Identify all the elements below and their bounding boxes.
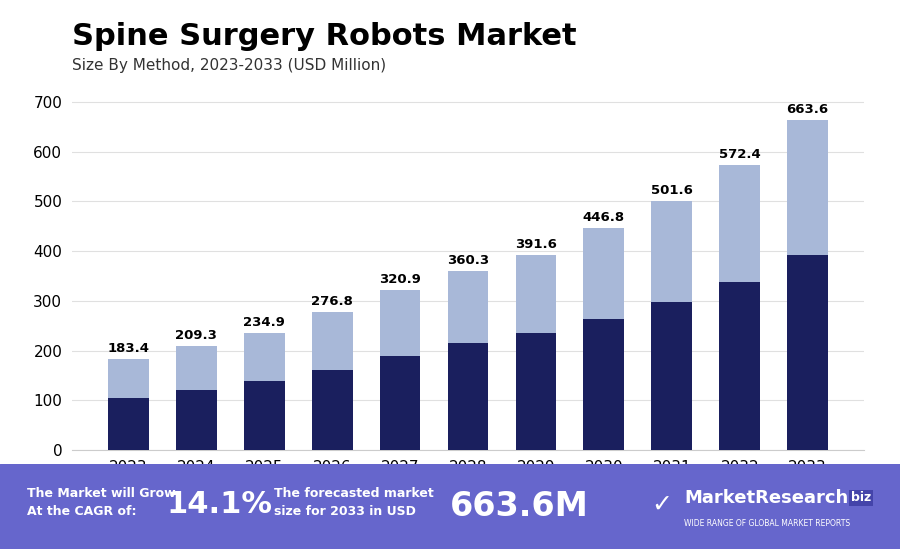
Bar <box>176 346 217 390</box>
Text: 663.6: 663.6 <box>787 103 829 116</box>
Bar <box>583 320 625 450</box>
Bar <box>244 333 284 382</box>
Bar <box>788 120 828 255</box>
Bar <box>788 255 828 450</box>
Bar <box>447 271 489 343</box>
Text: 572.4: 572.4 <box>719 148 760 161</box>
Text: The forecasted market
size for 2033 in USD: The forecasted market size for 2033 in U… <box>274 487 434 518</box>
Bar <box>108 398 148 450</box>
Bar <box>719 165 760 282</box>
Text: MarketResearch: MarketResearch <box>684 489 848 507</box>
Bar <box>380 290 420 356</box>
Bar <box>311 312 353 369</box>
Text: The Market will Grow
At the CAGR of:: The Market will Grow At the CAGR of: <box>27 487 176 518</box>
Text: 276.8: 276.8 <box>311 295 353 309</box>
Text: 234.9: 234.9 <box>243 316 285 329</box>
Text: 320.9: 320.9 <box>379 273 421 287</box>
Text: Spine Surgery Robots Market: Spine Surgery Robots Market <box>72 22 577 51</box>
Bar <box>652 200 692 302</box>
Bar <box>311 369 353 450</box>
Text: 183.4: 183.4 <box>107 342 149 355</box>
Text: 209.3: 209.3 <box>176 329 217 342</box>
Text: Size By Method, 2023-2033 (USD Million): Size By Method, 2023-2033 (USD Million) <box>72 58 386 72</box>
Text: 391.6: 391.6 <box>515 238 557 251</box>
Bar <box>108 359 148 398</box>
Text: ✓: ✓ <box>651 493 672 517</box>
Text: 663.6M: 663.6M <box>450 490 589 523</box>
Bar <box>516 333 556 450</box>
Bar <box>380 356 420 450</box>
Text: 360.3: 360.3 <box>447 254 489 267</box>
FancyBboxPatch shape <box>0 464 900 549</box>
Bar <box>719 282 760 450</box>
Bar <box>244 382 284 450</box>
Text: WIDE RANGE OF GLOBAL MARKET REPORTS: WIDE RANGE OF GLOBAL MARKET REPORTS <box>684 519 850 528</box>
Bar <box>447 343 489 450</box>
Text: 501.6: 501.6 <box>651 183 693 197</box>
Text: biz: biz <box>850 491 871 505</box>
Bar <box>583 228 625 320</box>
Bar <box>176 390 217 450</box>
Bar <box>516 255 556 333</box>
Bar <box>652 302 692 450</box>
Text: 14.1%: 14.1% <box>166 490 273 519</box>
Text: 446.8: 446.8 <box>583 211 625 224</box>
